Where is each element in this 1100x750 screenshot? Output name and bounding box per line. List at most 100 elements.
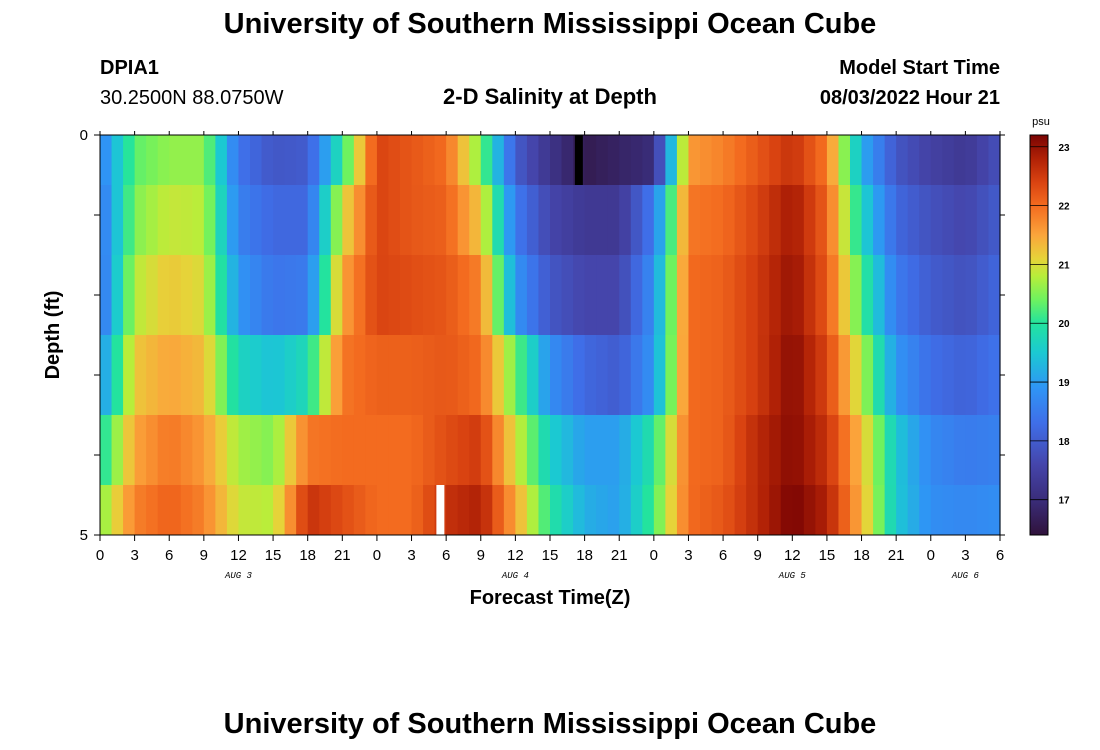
heatmap-cell: [873, 185, 886, 255]
heatmap-cell: [642, 485, 655, 535]
heatmap-cell: [873, 255, 886, 335]
heatmap-cell: [850, 135, 863, 185]
heatmap-cell: [873, 485, 886, 535]
x-tick-label: 6: [442, 547, 450, 564]
heatmap-cell: [111, 185, 124, 255]
heatmap-cell: [215, 135, 228, 185]
heatmap-cell: [584, 255, 597, 335]
heatmap-cell: [850, 415, 863, 485]
heatmap-cell: [573, 185, 586, 255]
colorbar-tick-label: 21: [1058, 260, 1070, 271]
heatmap-cell: [988, 135, 1001, 185]
heatmap-cell: [203, 135, 216, 185]
heatmap-cell: [307, 415, 320, 485]
heatmap-cell: [792, 185, 805, 255]
heatmap-cell: [376, 135, 390, 185]
heatmap-cell: [423, 335, 436, 415]
heatmap-cell: [411, 335, 424, 415]
heatmap-cell: [792, 255, 805, 335]
heatmap-cell: [676, 415, 690, 485]
colorbar-tick-label: 18: [1058, 437, 1070, 448]
heatmap-cell: [319, 255, 332, 335]
heatmap-cell: [700, 415, 713, 485]
x-tick-label: 0: [96, 547, 104, 564]
heatmap-cell: [919, 255, 932, 335]
heatmap-cell: [353, 185, 366, 255]
heatmap-cell: [446, 335, 459, 415]
heatmap-cell: [157, 485, 170, 535]
x-tick-label: 6: [719, 547, 727, 564]
heatmap-cell: [665, 335, 678, 415]
heatmap-cell: [896, 135, 909, 185]
heatmap-cell: [515, 135, 528, 185]
heatmap-cell: [676, 135, 690, 185]
heatmap-cell: [642, 335, 655, 415]
heatmap-cell: [619, 335, 632, 415]
heatmap-cell: [988, 335, 1001, 415]
heatmap-cell: [861, 185, 874, 255]
heatmap-cell: [826, 135, 840, 185]
heatmap-cell: [400, 255, 413, 335]
heatmap-cell: [550, 485, 563, 535]
heatmap-cell: [619, 485, 632, 535]
heatmap-cell: [884, 335, 897, 415]
heatmap-cell: [930, 415, 943, 485]
heatmap-cell: [757, 485, 770, 535]
heatmap-cell: [123, 415, 136, 485]
heatmap-cell: [688, 255, 701, 335]
heatmap-cell: [111, 335, 124, 415]
x-tick-label: 18: [853, 547, 870, 564]
heatmap-cell: [319, 415, 332, 485]
heatmap-cell: [411, 255, 424, 335]
heatmap-cell: [688, 335, 701, 415]
heatmap-cell: [365, 135, 378, 185]
heatmap-cell: [976, 135, 990, 185]
heatmap-cell: [815, 135, 828, 185]
heatmap-cell: [676, 255, 690, 335]
heatmap-cell: [192, 485, 205, 535]
heatmap-cell: [607, 485, 620, 535]
heatmap-cell: [111, 135, 124, 185]
heatmap-cell: [192, 335, 205, 415]
heatmap-cell: [238, 415, 251, 485]
heatmap-cell: [584, 485, 597, 535]
heatmap-cell: [653, 255, 666, 335]
heatmap-cell: [180, 255, 193, 335]
heatmap-cell: [965, 185, 978, 255]
heatmap-cell: [653, 415, 666, 485]
heatmap-cell: [411, 185, 424, 255]
heatmap-cell: [723, 255, 736, 335]
heatmap-cell: [538, 335, 551, 415]
heatmap-cell: [642, 185, 655, 255]
heatmap-cell: [503, 485, 516, 535]
heatmap-cell: [942, 335, 955, 415]
heatmap-cell: [573, 415, 586, 485]
heatmap-cell: [884, 185, 897, 255]
heatmap-cell: [757, 415, 770, 485]
heatmap-cell: [930, 485, 943, 535]
heatmap-cell: [584, 335, 597, 415]
heatmap-cell: [226, 135, 240, 185]
heatmap-cell: [815, 185, 828, 255]
heatmap-cell: [515, 255, 528, 335]
heatmap-cell: [526, 485, 540, 535]
heatmap-cell: [976, 255, 990, 335]
heatmap-cell: [215, 335, 228, 415]
station-coords: 30.2500N 88.0750W: [100, 87, 284, 109]
heatmap-cell: [884, 135, 897, 185]
heatmap-cell: [400, 485, 413, 535]
heatmap-cell: [342, 415, 355, 485]
heatmap-cell: [607, 415, 620, 485]
heatmap-cell: [665, 485, 678, 535]
heatmap-cell: [296, 485, 309, 535]
heatmap-cell: [469, 335, 482, 415]
heatmap-cell: [630, 335, 643, 415]
heatmap-cell: [273, 335, 286, 415]
heatmap-cell: [250, 135, 263, 185]
heatmap-cell: [746, 185, 759, 255]
heatmap-cell: [330, 335, 343, 415]
heatmap-cell: [850, 255, 863, 335]
heatmap-cell: [653, 335, 666, 415]
heatmap-cell: [861, 255, 874, 335]
heatmap-cell: [838, 185, 851, 255]
